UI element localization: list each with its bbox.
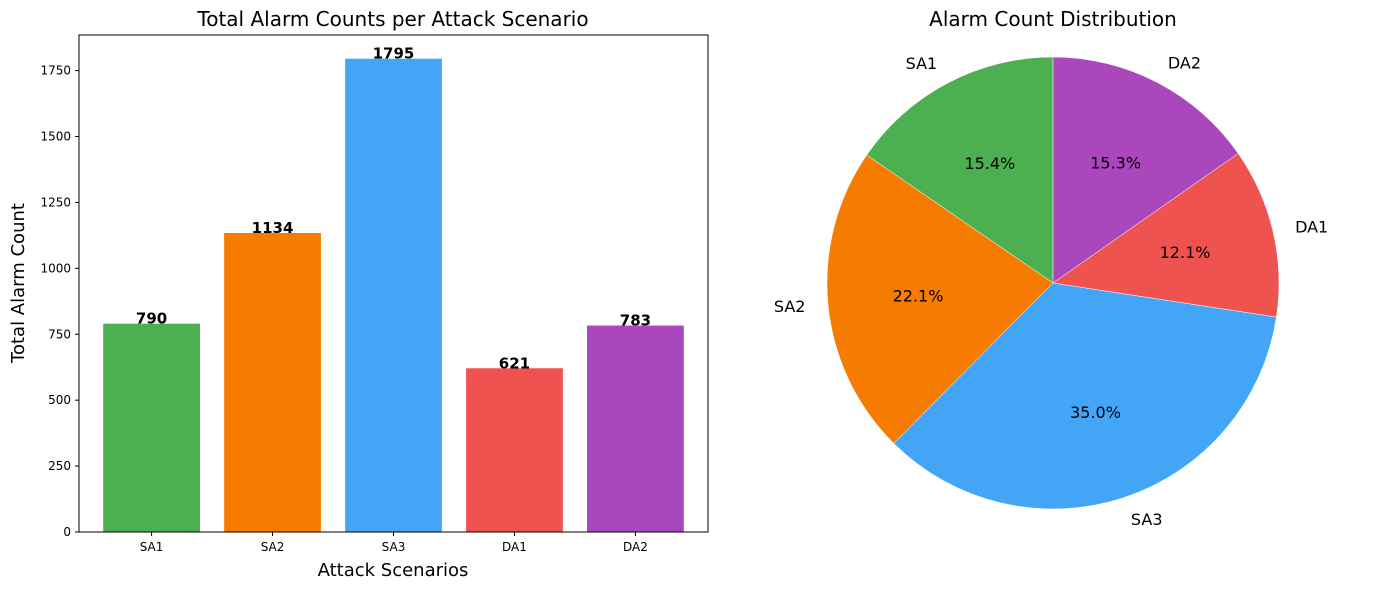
bar-y-tick-label: 0 (63, 525, 71, 539)
bar-y-axis-label: Total Alarm Count (8, 203, 29, 364)
bar-da2 (587, 325, 684, 532)
pie-percent-label: 35.0% (1070, 403, 1121, 422)
pie-chart-title: Alarm Count Distribution (929, 7, 1177, 31)
pie-slice-da2 (1052, 56, 1239, 284)
bar-bars: 790 1134 1795 621 783 (103, 45, 684, 533)
bar-y-ticks: 0 250 500 750 1000 1250 1500 1750 (40, 64, 79, 539)
bar-data-label: 621 (499, 354, 530, 372)
pie-percent-label: 15.3% (1090, 154, 1141, 173)
bar-x-tick-label: SA3 (382, 540, 406, 554)
bar-y-tick-label: 500 (48, 393, 71, 407)
pie-percent-label: 15.4% (964, 154, 1015, 173)
bar-y-tick-label: 250 (48, 459, 71, 473)
bar-x-tick-label: DA2 (623, 540, 648, 554)
pie-percent-label: 22.1% (893, 287, 944, 306)
bar-y-tick-label: 1750 (40, 64, 71, 78)
pie-category-label: SA3 (1131, 510, 1163, 529)
bar-da1 (466, 368, 563, 532)
pie-percent-label: 12.1% (1160, 243, 1211, 262)
bar-y-tick-label: 1250 (40, 195, 71, 209)
bar-sa1 (103, 323, 200, 532)
bar-x-axis-label: Attack Scenarios (318, 560, 469, 581)
pie-category-label: SA2 (774, 297, 806, 316)
bar-x-tick-label: SA2 (261, 540, 285, 554)
pie-slice-sa3 (893, 282, 1277, 510)
bar-data-label: 790 (136, 310, 167, 328)
pie-slice-sa2 (826, 154, 1054, 444)
bar-x-tick-label: SA1 (140, 540, 164, 554)
pie-slice-sa1 (866, 56, 1054, 284)
bar-x-tick-label: DA1 (502, 540, 527, 554)
bar-sa2 (224, 233, 321, 532)
pie-category-label: DA2 (1168, 54, 1201, 73)
bar-chart-title: Total Alarm Counts per Attack Scenario (196, 7, 588, 31)
bar-data-label: 783 (620, 312, 651, 330)
bar-sa3 (345, 58, 442, 533)
bar-y-tick-label: 1000 (40, 261, 71, 275)
pie-category-label: SA1 (906, 54, 938, 73)
bar-plot-frame (78, 34, 709, 533)
pie-category-label: DA1 (1295, 217, 1328, 236)
pie-labels: 15.4% SA1 22.1% SA2 35.0% SA3 12.1% DA1 15.3% DA2 (774, 54, 1328, 530)
pie-slices (826, 56, 1280, 510)
bar-x-ticks: SA1 SA2 SA3 DA1 DA2 (140, 532, 648, 554)
bar-chart: Total Alarm Counts per Attack Scenario 0… (8, 7, 709, 581)
pie-slice-da1 (1052, 153, 1280, 318)
bar-y-tick-label: 1500 (40, 130, 71, 144)
bar-data-label: 1134 (252, 219, 294, 237)
bar-data-label: 1795 (373, 45, 415, 63)
pie-chart: Alarm Count Distribution 15.4% SA1 22.1% SA… (774, 7, 1328, 529)
bar-y-tick-label: 750 (48, 327, 71, 341)
